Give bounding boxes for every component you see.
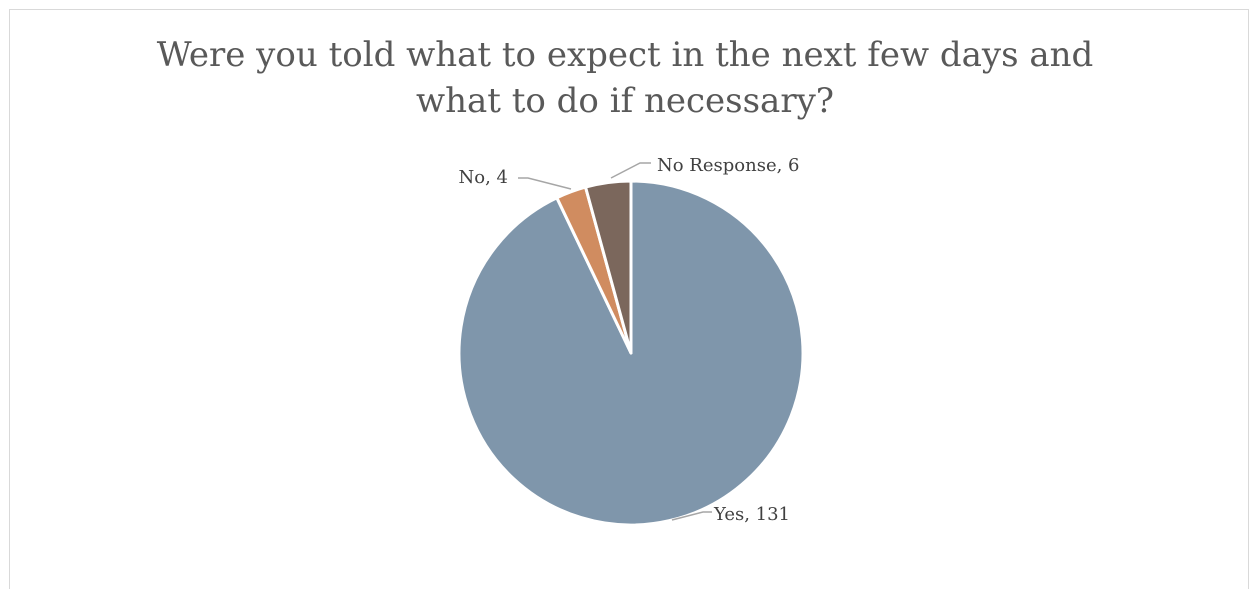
leader-lines: [518, 162, 712, 521]
pie-slice-no-response: [584, 179, 633, 355]
leader-line-yes: [671, 511, 712, 521]
pie-slices: [457, 179, 805, 527]
data-labels: Yes, 131 No, 4 No Response, 6: [459, 155, 800, 525]
leader-line-no: [518, 177, 572, 190]
data-label-no: No, 4: [459, 167, 508, 188]
data-label-yes: Yes, 131: [713, 504, 790, 525]
chart-title: Were you told what to expect in the next…: [156, 35, 1094, 121]
data-label-no-response: No Response, 6: [657, 155, 800, 176]
chart-area: [9, 9, 1249, 589]
leader-line-no-response: [610, 162, 651, 179]
